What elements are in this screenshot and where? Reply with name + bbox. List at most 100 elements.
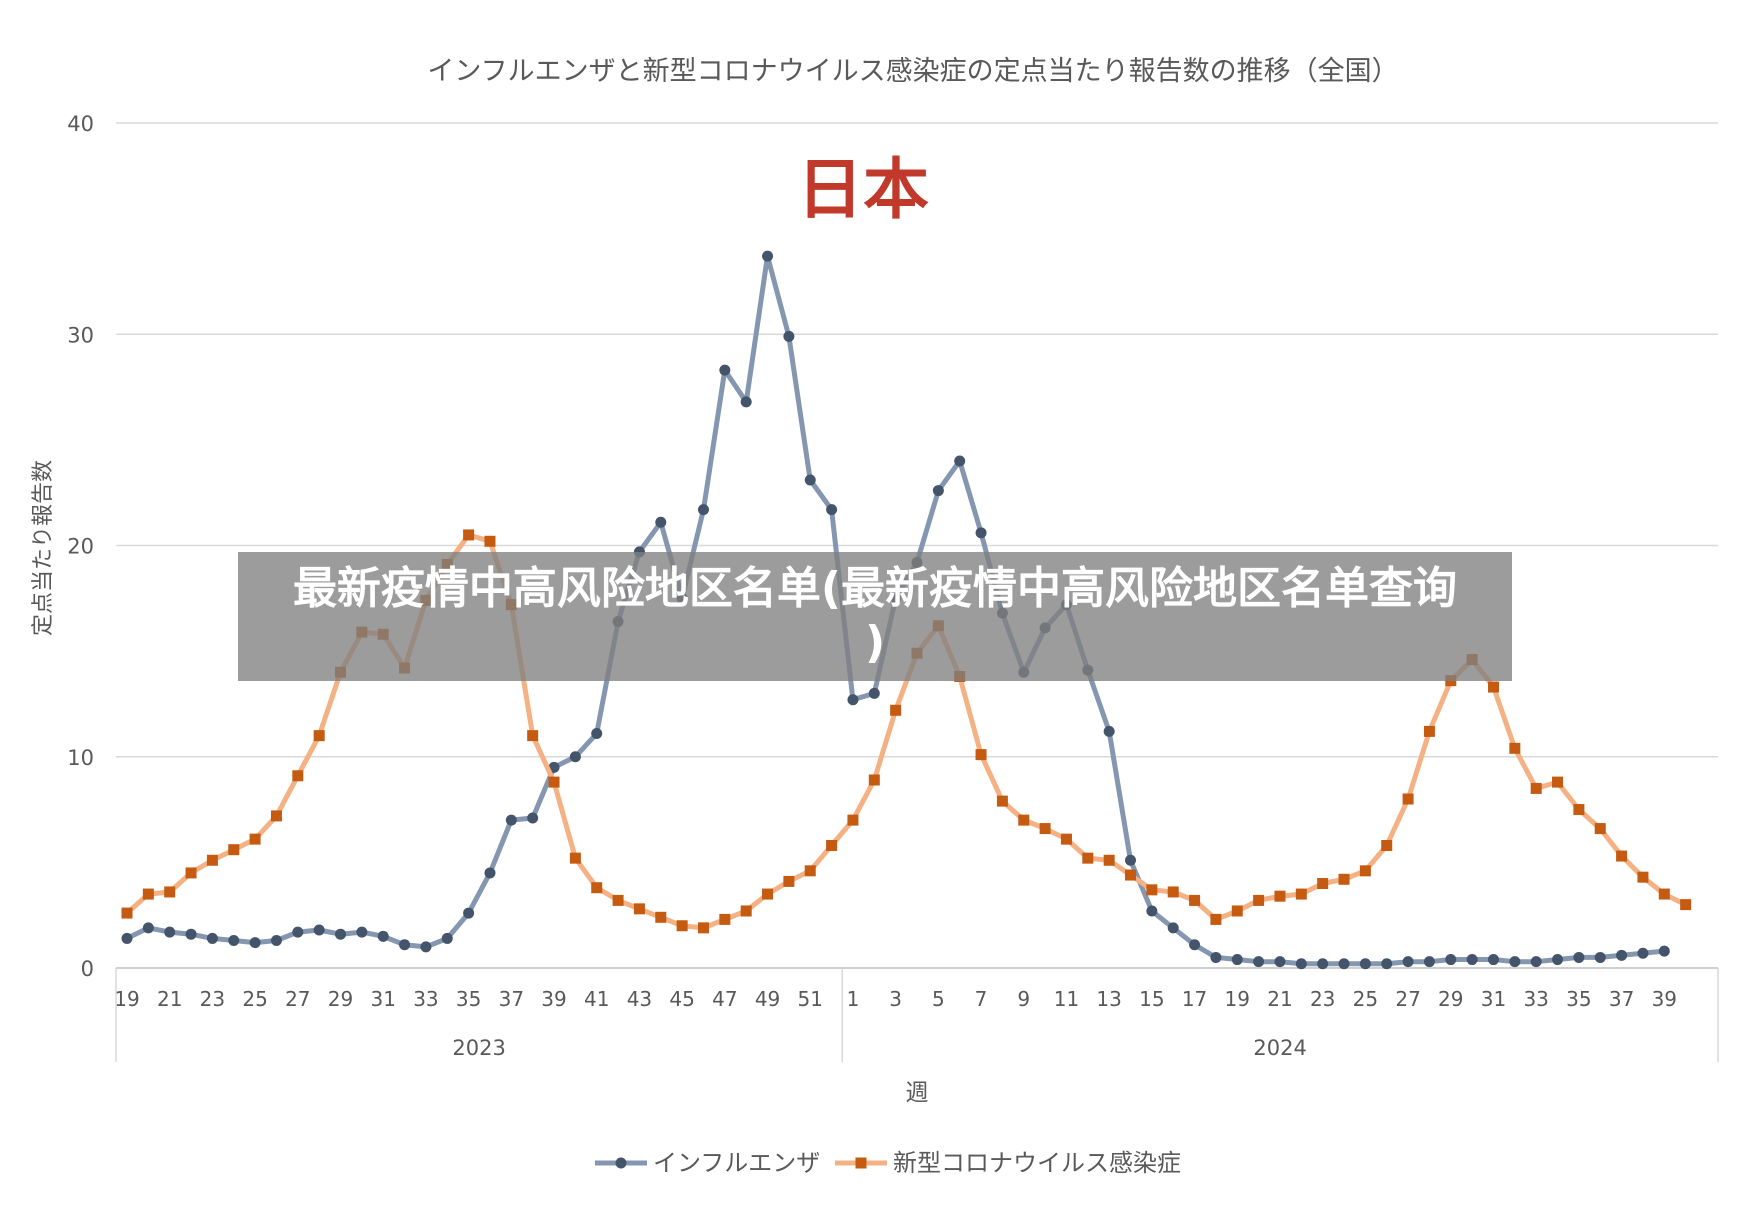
x-tick-label: 25 xyxy=(242,987,267,1011)
data-point xyxy=(420,941,432,953)
data-point xyxy=(185,867,197,879)
data-point xyxy=(356,926,368,938)
data-point xyxy=(1210,913,1222,925)
data-point xyxy=(1125,869,1137,881)
data-point xyxy=(783,330,795,342)
data-point xyxy=(249,937,261,949)
data-point xyxy=(1637,947,1649,959)
data-point xyxy=(1658,888,1670,900)
data-point xyxy=(463,529,475,541)
x-tick-label: 27 xyxy=(285,987,310,1011)
overlay-caption-line1: 最新疫情中高风险地区名单(最新疫情中高风险地区名单查询 xyxy=(292,563,1458,614)
data-point xyxy=(335,928,347,940)
x-tick-label: 23 xyxy=(1310,987,1335,1011)
data-point xyxy=(1637,871,1649,883)
x-tick-label: 27 xyxy=(1395,987,1420,1011)
data-point xyxy=(206,932,218,944)
x-tick-label: 33 xyxy=(413,987,438,1011)
data-point xyxy=(783,875,795,887)
data-point xyxy=(441,932,453,944)
x-tick-label: 33 xyxy=(1523,987,1548,1011)
data-point xyxy=(548,776,560,788)
data-point xyxy=(1317,958,1329,970)
x-tick-label: 45 xyxy=(669,987,694,1011)
x-tick-label: 31 xyxy=(1481,987,1506,1011)
y-tick-label: 30 xyxy=(67,323,94,347)
data-point xyxy=(1552,776,1564,788)
x-tick-label: 39 xyxy=(1652,987,1677,1011)
data-point xyxy=(1125,854,1137,866)
legend-marker xyxy=(615,1157,627,1169)
data-point xyxy=(313,730,325,742)
data-point xyxy=(1274,890,1286,902)
data-point xyxy=(1231,905,1243,917)
x-tick-label: 37 xyxy=(1609,987,1634,1011)
overlay-caption: 最新疫情中高风险地区名单(最新疫情中高风险地区名单查询 ) xyxy=(238,562,1512,670)
data-point xyxy=(1253,956,1265,968)
data-point xyxy=(1423,956,1435,968)
data-point xyxy=(1487,681,1499,693)
y-tick-label: 10 xyxy=(67,746,94,770)
data-point xyxy=(270,810,282,822)
data-point xyxy=(826,504,838,516)
data-point xyxy=(1466,954,1478,966)
data-point xyxy=(868,687,880,699)
data-point xyxy=(1381,958,1393,970)
data-point xyxy=(463,907,475,919)
data-point xyxy=(612,894,624,906)
overlay-banner xyxy=(238,552,1512,681)
data-point xyxy=(1487,954,1499,966)
data-point xyxy=(1680,899,1692,911)
data-point xyxy=(1594,823,1606,835)
y-tick-label: 40 xyxy=(67,112,94,136)
data-point xyxy=(164,886,176,898)
data-point xyxy=(292,926,304,938)
x-tick-label: 1 xyxy=(847,987,860,1011)
data-point xyxy=(1530,782,1542,794)
data-point xyxy=(1573,804,1585,816)
data-point xyxy=(1274,956,1286,968)
x-tick-label: 17 xyxy=(1182,987,1207,1011)
data-point xyxy=(142,888,154,900)
data-point xyxy=(1082,852,1094,864)
x-tick-label: 21 xyxy=(1267,987,1292,1011)
data-point xyxy=(1359,865,1371,877)
data-point xyxy=(1189,939,1201,951)
data-point xyxy=(1295,958,1307,970)
legend-label: 新型コロナウイルス感染症 xyxy=(893,1149,1181,1177)
data-point xyxy=(1317,878,1329,889)
x-tick-label: 15 xyxy=(1139,987,1164,1011)
data-point xyxy=(399,939,411,951)
x-tick-label: 19 xyxy=(114,987,139,1011)
data-point xyxy=(655,516,667,528)
chart-subtitle: 日本 xyxy=(797,151,929,228)
x-tick-label: 29 xyxy=(328,987,353,1011)
data-point xyxy=(527,730,539,742)
x-tick-label: 41 xyxy=(584,987,609,1011)
x-tick-label: 29 xyxy=(1438,987,1463,1011)
x-tick-label: 31 xyxy=(370,987,395,1011)
data-point xyxy=(270,935,282,947)
x-tick-label: 11 xyxy=(1054,987,1079,1011)
data-point xyxy=(1338,873,1350,885)
x-tick-label: 43 xyxy=(627,987,652,1011)
data-point xyxy=(121,932,133,944)
x-axis: 19 21 23 25 27 29 31 33 35 37 39 41 43 45 47 49 51 1 3 5 7 9 1… xyxy=(114,968,1719,1062)
data-point xyxy=(762,250,774,262)
data-point xyxy=(1146,884,1158,896)
data-point xyxy=(377,930,389,942)
data-point xyxy=(1167,886,1179,898)
data-point xyxy=(1189,894,1201,906)
data-point xyxy=(1103,854,1115,866)
x-tick-label: 49 xyxy=(755,987,780,1011)
data-point xyxy=(975,527,987,539)
data-point xyxy=(1552,954,1564,966)
data-point xyxy=(1210,951,1222,963)
x-tick-label: 51 xyxy=(798,987,823,1011)
y-tick-label: 0 xyxy=(81,957,94,981)
data-point xyxy=(719,913,731,925)
overlay-caption-line2: ) xyxy=(864,617,886,668)
data-point xyxy=(655,911,667,923)
y-tick-label: 20 xyxy=(67,535,94,559)
data-point xyxy=(996,795,1008,807)
